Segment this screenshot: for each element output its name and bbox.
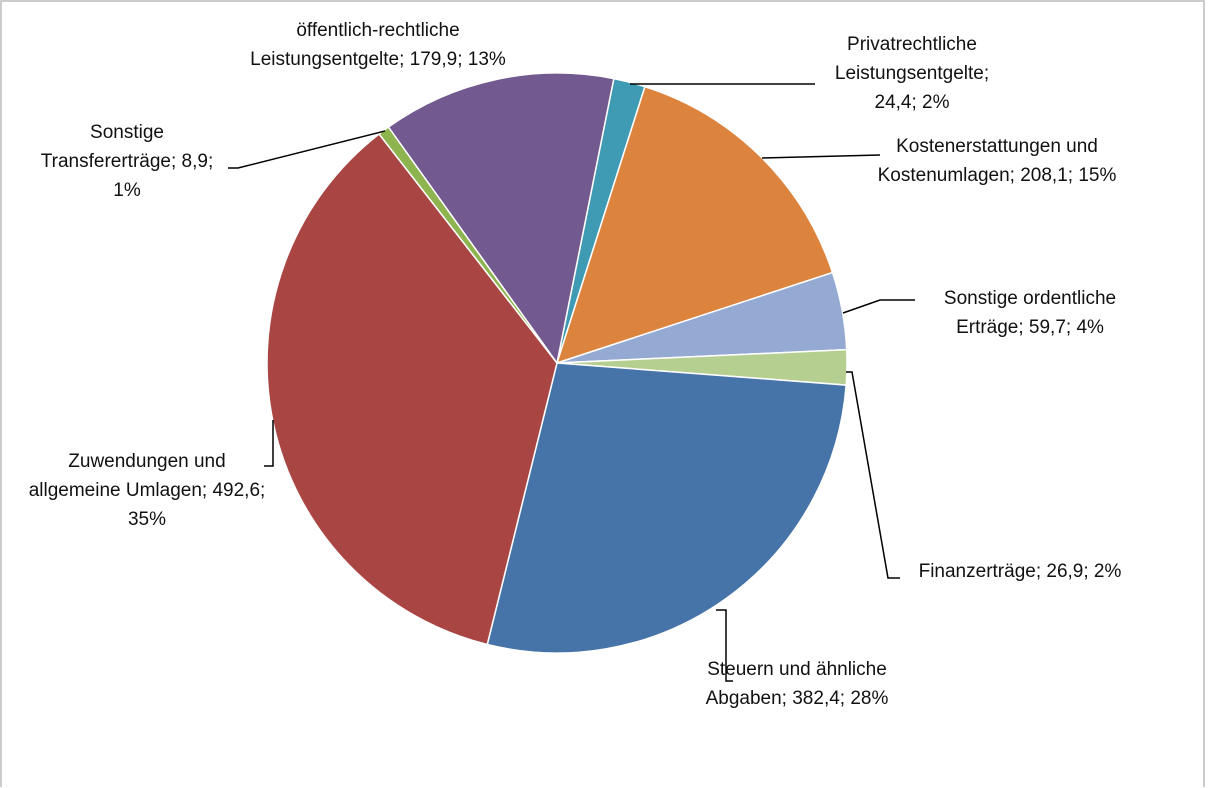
- data-label: Kostenerstattungen und Kostenumlagen; 20…: [877, 136, 1117, 186]
- data-label: Steuern und ähnliche Abgaben; 382,4; 28%: [705, 659, 889, 709]
- leader-line: [842, 299, 915, 314]
- leader-line: [716, 609, 733, 682]
- data-label: Privatrechtliche Leistungsentgelte; 24,4…: [834, 34, 990, 113]
- slices: [266, 72, 848, 654]
- data-label: Zuwendungen und allgemeine Umlagen; 492,…: [28, 451, 266, 530]
- leader-line: [761, 154, 881, 159]
- pie-slice: [486, 362, 847, 654]
- data-label: Sonstige ordentliche Erträge; 59,7; 4%: [943, 288, 1117, 338]
- data-label: Sonstige Transfererträge; 8,9; 1%: [40, 122, 214, 201]
- pie-slice: [387, 72, 615, 365]
- data-label: öffentlich-rechtliche Leistungsentgelte;…: [250, 20, 506, 70]
- leader-line: [264, 420, 274, 467]
- data-label: Finanzerträge; 26,9; 2%: [918, 561, 1122, 582]
- leader-line: [846, 371, 900, 579]
- leader-line: [228, 130, 386, 169]
- pie-slice: [555, 85, 834, 365]
